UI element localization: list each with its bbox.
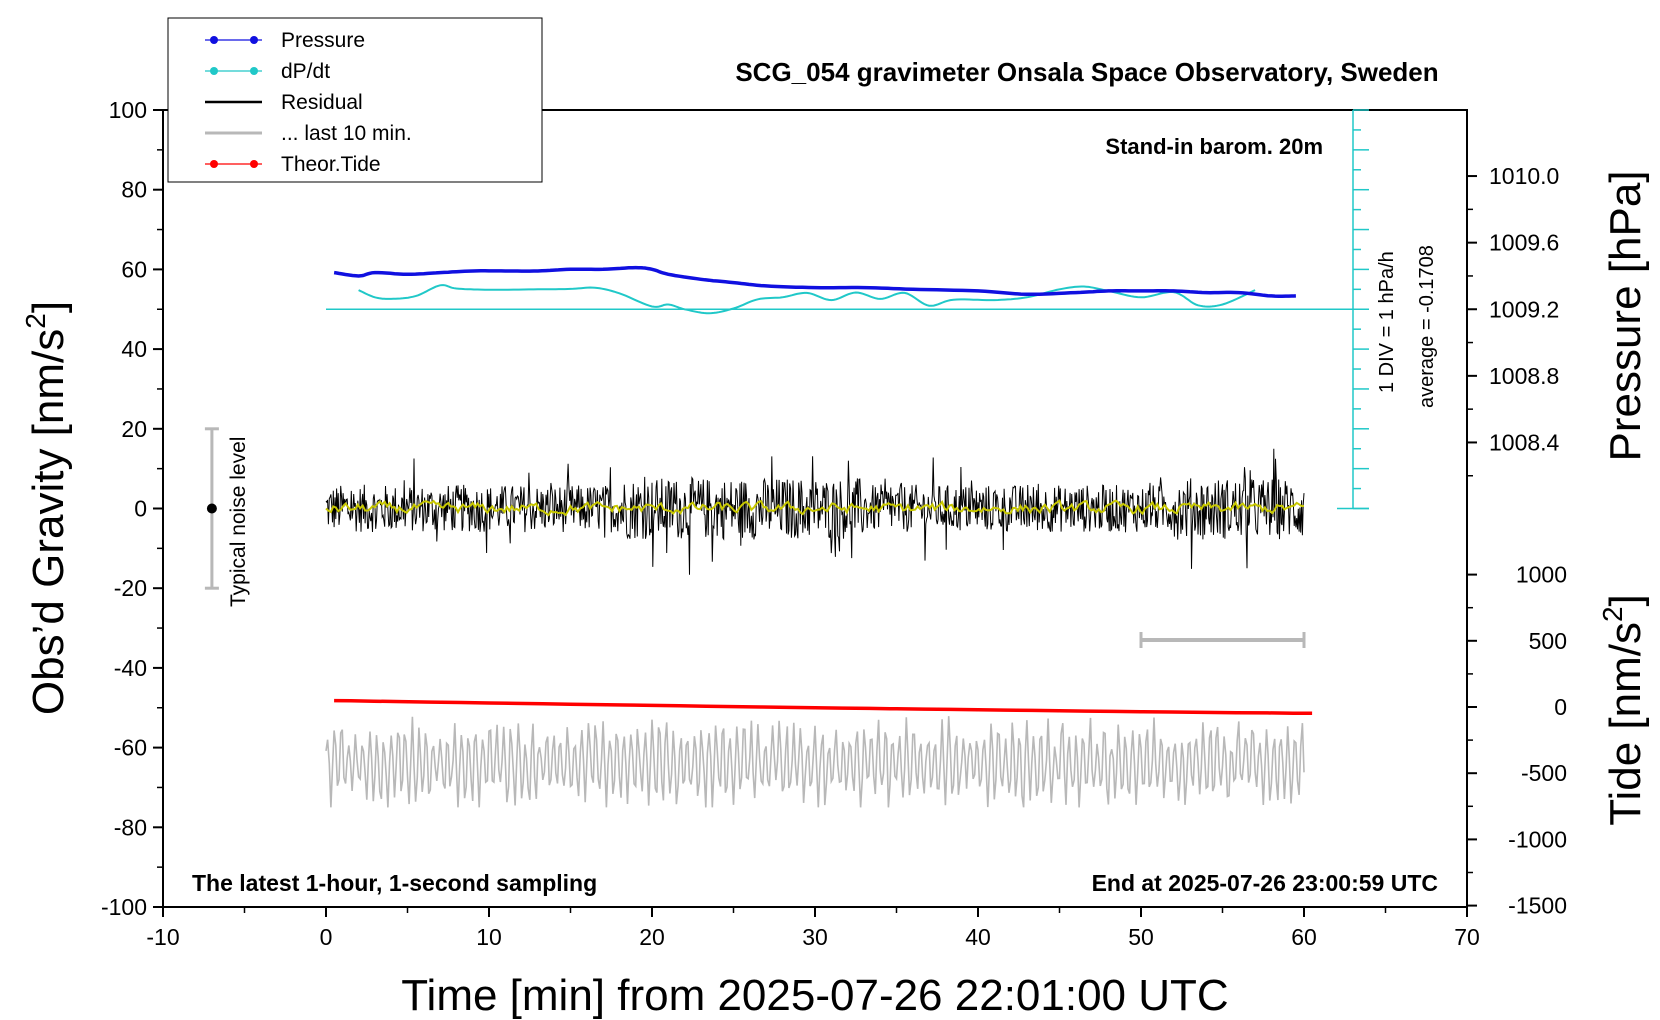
legend-marker xyxy=(210,36,218,44)
legend-label: Pressure xyxy=(281,29,365,52)
tide-tick-label: 1000 xyxy=(1516,562,1567,588)
y-left-tick-label: -100 xyxy=(101,894,147,920)
x-tick-label: 60 xyxy=(1291,924,1317,950)
y-left-label-main: Obs’d Gravity [nm/s xyxy=(24,329,73,715)
tide-label-end: ] xyxy=(1601,594,1650,606)
x-tick-label: 70 xyxy=(1454,924,1480,950)
x-tick-label: 10 xyxy=(476,924,502,950)
tide-tick-label: 0 xyxy=(1554,694,1567,720)
y-left-tick-label: 80 xyxy=(121,177,147,203)
dpdt-scale-label: 1 DIV = 1 hPa/h xyxy=(1376,251,1398,393)
end-time-note: End at 2025-07-26 23:00:59 UTC xyxy=(1092,870,1438,896)
series-layer xyxy=(325,265,1365,808)
legend-marker xyxy=(250,36,258,44)
x-tick-label: 30 xyxy=(802,924,828,950)
tide-tick-label: -1500 xyxy=(1508,893,1567,919)
legend-marker xyxy=(250,67,258,75)
legend-label: Residual xyxy=(281,91,363,114)
residual-line xyxy=(325,448,1305,575)
sampling-note: The latest 1-hour, 1-second sampling xyxy=(192,870,597,896)
noise-level-marker xyxy=(204,427,219,590)
noise-level-label: Typical noise level xyxy=(227,437,250,607)
legend-box xyxy=(167,17,543,183)
barometer-note: Stand-in barom. 20m xyxy=(1105,134,1323,159)
legend-marker xyxy=(210,160,218,168)
legend: Pressure dP/dt Residual ... last 10 min. The… xyxy=(167,17,543,183)
noise-center-dot xyxy=(206,503,217,514)
x-axis-label: Time [min] from 2025-07-26 22:01:00 UTC xyxy=(401,971,1228,1020)
legend-item: dP/dt xyxy=(205,60,330,83)
y-left-tick-label: 0 xyxy=(134,496,147,522)
x-tick-label: -10 xyxy=(146,924,179,950)
y-left-tick-label: -40 xyxy=(114,655,147,681)
residual-smoothed-line xyxy=(325,498,1305,517)
y-left-label-sup: 2 xyxy=(20,313,51,329)
tide-tick-label: -1000 xyxy=(1508,826,1567,852)
pressure-tick-label: 1008.4 xyxy=(1489,429,1560,455)
y-left-tick-label: 40 xyxy=(121,336,147,362)
dpdt-line xyxy=(358,284,1256,315)
y-left-tick-label: -80 xyxy=(114,814,147,840)
legend-marker xyxy=(250,160,258,168)
theor-tide-line xyxy=(334,698,1313,716)
y-left-label-end: ] xyxy=(24,301,73,313)
y-left-tick-label: -20 xyxy=(114,575,147,601)
tide-label-main: Tide [nm/s xyxy=(1601,622,1650,826)
y-left-axis-label: Obs’d Gravity [nm/s2] xyxy=(20,301,73,715)
y-left-tick-label: 100 xyxy=(109,97,147,123)
y-right-axis-ticks: 1010.0 1009.6 1009.2 1008.8 1008.4 1000 500 0 -5… xyxy=(1467,163,1567,919)
legend-item: Residual xyxy=(205,91,363,114)
y-right-tide-label: Tide [nm/s2] xyxy=(1597,594,1650,826)
pressure-tick-label: 1010.0 xyxy=(1489,163,1559,189)
legend-label: ... last 10 min. xyxy=(281,122,412,145)
dpdt-average-label: average = -0.1708 xyxy=(1416,245,1438,408)
y-left-tick-label: 60 xyxy=(121,256,147,282)
legend-item: ... last 10 min. xyxy=(205,122,412,145)
x-axis-ticks: -10 0 10 20 30 40 50 60 70 xyxy=(146,907,1480,950)
pressure-tick-label: 1009.2 xyxy=(1489,296,1559,322)
last-10min-line xyxy=(325,716,1305,808)
tide-label-sup: 2 xyxy=(1597,606,1628,622)
y-left-tick-label: 20 xyxy=(121,416,147,442)
pressure-line xyxy=(333,265,1296,298)
y-left-axis-ticks: 100 80 60 40 20 0 -20 -40 -60 -80 -100 xyxy=(101,97,163,920)
tide-tick-label: 500 xyxy=(1529,628,1567,654)
legend-label: dP/dt xyxy=(281,60,330,83)
pressure-tick-label: 1008.8 xyxy=(1489,363,1559,389)
x-tick-label: 20 xyxy=(639,924,665,950)
y-left-tick-label: -60 xyxy=(114,735,147,761)
pressure-tick-label: 1009.6 xyxy=(1489,230,1559,256)
legend-item: Pressure xyxy=(205,29,365,52)
x-tick-label: 40 xyxy=(965,924,991,950)
y-right-pressure-label: Pressure [hPa] xyxy=(1601,170,1650,461)
legend-item: Theor.Tide xyxy=(205,153,381,176)
x-tick-label: 0 xyxy=(320,924,333,950)
legend-label: Theor.Tide xyxy=(281,153,381,176)
legend-marker xyxy=(210,67,218,75)
x-tick-label: 50 xyxy=(1128,924,1154,950)
chart-title: SCG_054 gravimeter Onsala Space Observat… xyxy=(735,57,1438,87)
tide-tick-label: -500 xyxy=(1521,760,1567,786)
